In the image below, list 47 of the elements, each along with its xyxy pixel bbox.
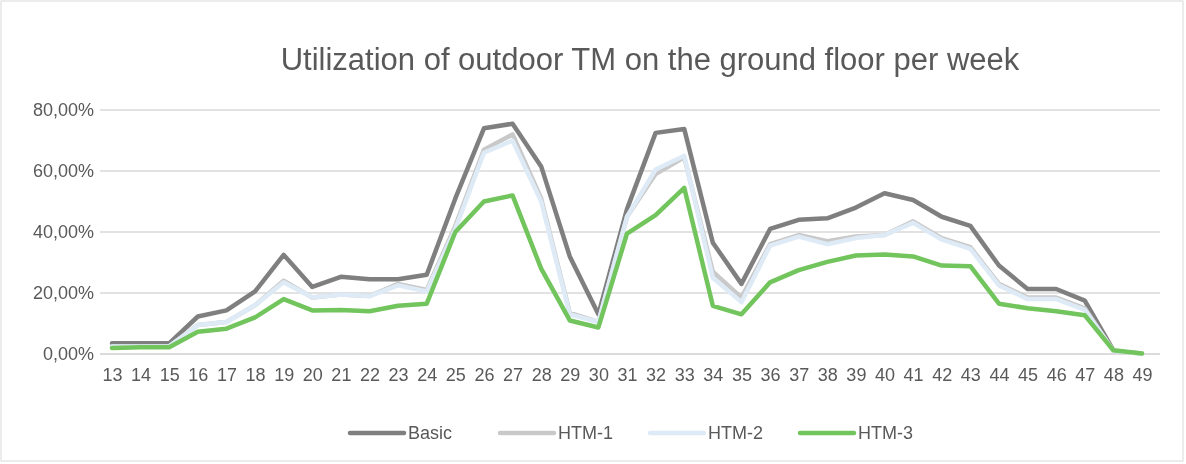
legend-label: HTM-2	[708, 423, 763, 443]
x-tick-label: 18	[245, 364, 266, 385]
chart-title: Utilization of outdoor TM on the ground floor per week	[280, 42, 1020, 77]
x-tick-label: 42	[932, 364, 953, 385]
x-tick-label: 32	[646, 364, 667, 385]
x-tick-label: 29	[560, 364, 581, 385]
x-tick-label: 26	[474, 364, 495, 385]
legend-label: HTM-3	[858, 423, 913, 443]
x-tick-label: 47	[1075, 364, 1096, 385]
x-tick-label: 40	[874, 364, 896, 385]
x-tick-label: 27	[503, 364, 524, 385]
x-tick-label: 17	[216, 364, 237, 385]
x-tick-label: 44	[989, 364, 1010, 385]
x-tick-label: 34	[703, 364, 724, 385]
y-tick-label: 20,00%	[32, 283, 94, 304]
y-tick-label: 40,00%	[32, 222, 94, 243]
x-tick-label: 20	[302, 364, 323, 385]
x-tick-label: 30	[588, 364, 609, 385]
x-tick-label: 33	[674, 364, 695, 385]
x-tick-label: 14	[131, 364, 152, 385]
x-tick-label: 23	[388, 364, 409, 385]
x-tick-label: 24	[417, 364, 438, 385]
x-tick-label: 21	[331, 364, 352, 385]
x-tick-label: 35	[731, 364, 752, 385]
x-tick-label: 36	[760, 364, 781, 385]
x-tick-label: 43	[960, 364, 981, 385]
x-tick-label: 45	[1018, 364, 1039, 385]
x-tick-label: 19	[274, 364, 295, 385]
x-tick-label: 46	[1046, 364, 1067, 385]
legend-label: HTM-1	[558, 423, 613, 443]
x-tick-label: 31	[617, 364, 638, 385]
x-tick-label: 48	[1103, 364, 1124, 385]
legend-label: Basic	[408, 423, 453, 443]
x-tick-label: 13	[102, 364, 123, 385]
x-tick-label: 16	[188, 364, 209, 385]
x-tick-label: 41	[903, 364, 924, 385]
x-tick-label: 15	[159, 364, 180, 385]
y-tick-label: 0,00%	[42, 344, 94, 365]
x-tick-label: 38	[817, 364, 838, 385]
x-tick-label: 28	[531, 364, 552, 385]
x-tick-label: 25	[445, 364, 466, 385]
x-tick-label: 49	[1132, 364, 1153, 385]
x-tick-label: 37	[789, 364, 810, 385]
y-tick-label: 80,00%	[32, 100, 94, 121]
x-tick-label: 39	[846, 364, 867, 385]
x-tick-label: 22	[359, 364, 381, 385]
y-tick-label: 60,00%	[32, 161, 94, 182]
